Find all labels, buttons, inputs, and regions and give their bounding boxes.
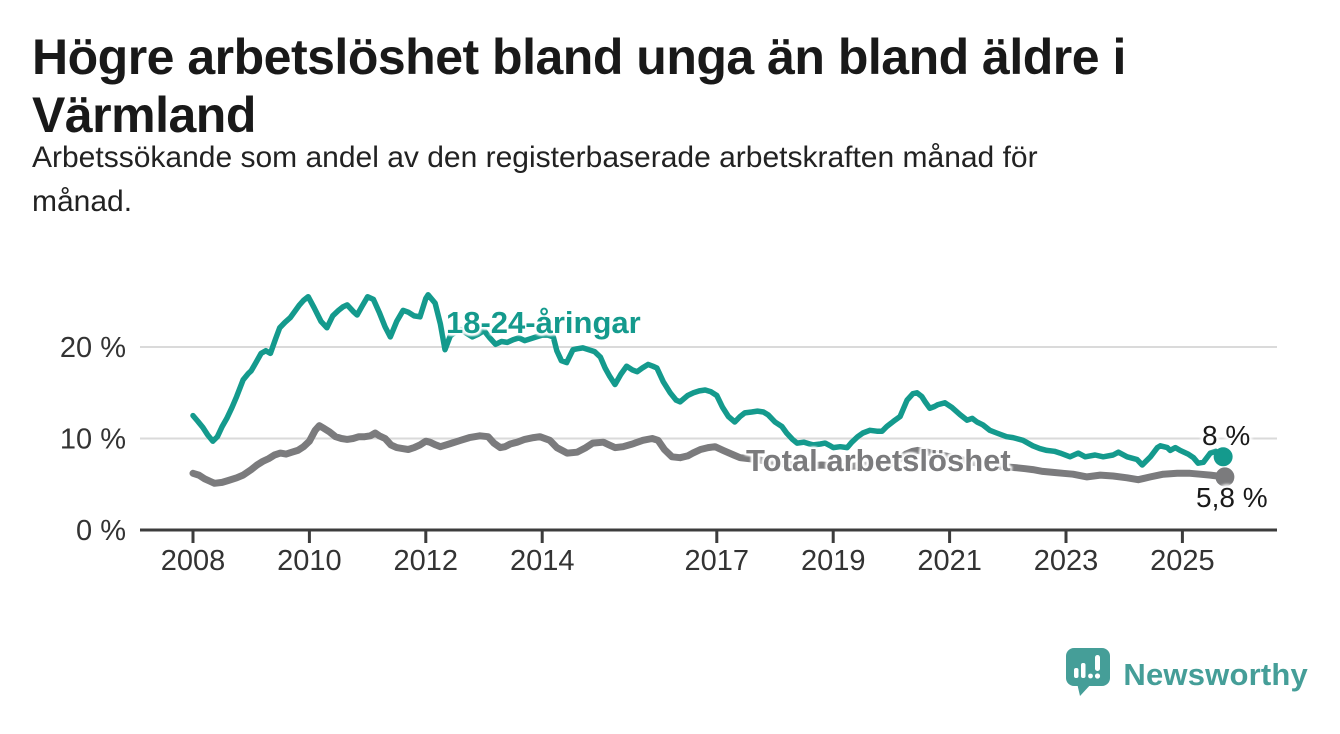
subtitle-line-1: Arbetssökande som andel av den registerb… <box>32 141 1038 174</box>
page-title: Högre arbetslöshet bland unga än bland ä… <box>32 29 1126 143</box>
series-line-Total arbetslöshet <box>189 422 1229 487</box>
newsworthy-bubble-icon <box>1065 647 1111 702</box>
x-tick-label-2019: 2019 <box>801 545 866 577</box>
x-tick-label-2008: 2008 <box>161 545 226 577</box>
x-tick-label-2010: 2010 <box>277 545 342 577</box>
end-value-label-total: 5,8 % <box>1196 482 1268 513</box>
series-line-18-24-åringar <box>190 292 1226 468</box>
newsworthy-logo: Newsworthy <box>1065 647 1308 702</box>
x-tick-label-2021: 2021 <box>917 545 982 577</box>
y-tick-label-0: 0 % <box>76 515 126 547</box>
y-tick-label-10: 10 % <box>60 424 126 456</box>
series-label-total: Total arbetslöshet <box>746 443 1011 478</box>
subtitle-line-2: månad. <box>32 185 133 218</box>
x-tick-label-2017: 2017 <box>685 545 750 577</box>
x-tick-label-2012: 2012 <box>394 545 459 577</box>
end-value-label-young: 8 % <box>1202 420 1251 451</box>
chart-subtitle: Arbetssökande som andel av den registerb… <box>32 136 1282 224</box>
y-tick-label-20: 20 % <box>60 332 126 364</box>
x-tick-label-2023: 2023 <box>1034 545 1099 577</box>
series-label-young: 18-24-åringar <box>446 305 641 340</box>
x-tick-label-2014: 2014 <box>510 545 575 577</box>
end-dot-18-24-åringar <box>1213 447 1233 467</box>
newsworthy-wordmark: Newsworthy <box>1123 656 1308 692</box>
end-dot-Total arbetslöshet <box>1215 467 1235 487</box>
x-tick-label-2025: 2025 <box>1150 545 1215 577</box>
